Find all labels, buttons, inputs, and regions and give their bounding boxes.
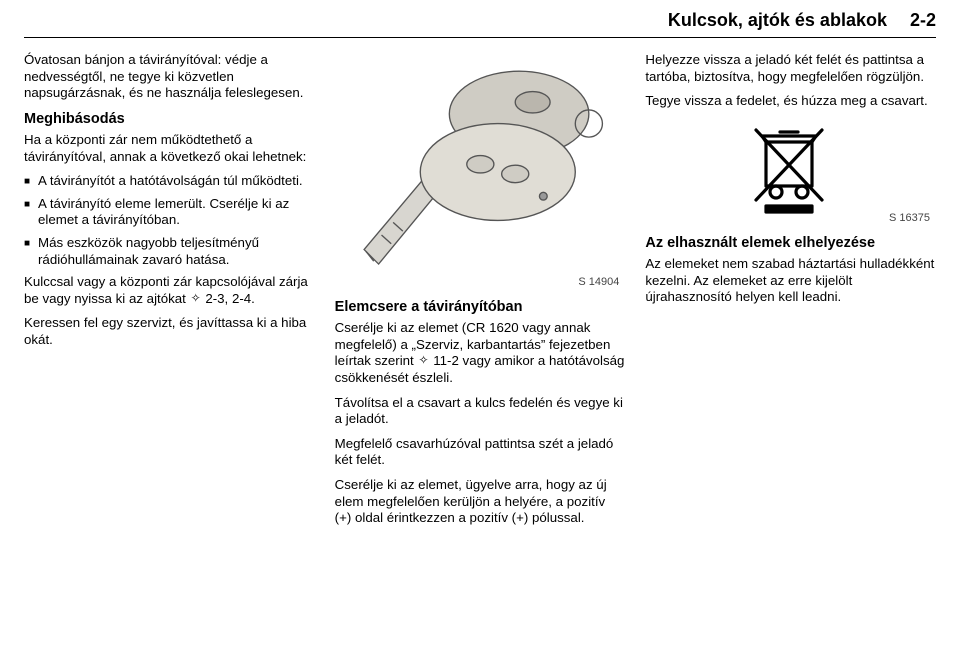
- header-title: Kulcsok, ajtók és ablakok: [668, 10, 887, 30]
- intro-paragraph: Óvatosan bánjon a távirányítóval: védje …: [24, 52, 315, 102]
- list-item: A távirányítót a hatótávolságán túl műkö…: [24, 173, 315, 190]
- paragraph: Tegye vissza a fedelet, és húzza meg a c…: [645, 93, 936, 110]
- service-paragraph: Keressen fel egy szervizt, és javíttassa…: [24, 315, 315, 348]
- list-item: Más eszközök nagyobb teljesítményű rádió…: [24, 235, 315, 268]
- paragraph: Cserélje ki az elemet (CR 1620 vagy anna…: [335, 320, 626, 386]
- key-lock-paragraph: Kulccsal vagy a központi zár kapcsolójáv…: [24, 274, 315, 307]
- paragraph: Az elemeket nem szabad háztartási hullad…: [645, 256, 936, 306]
- illustration-code: S 14904: [578, 276, 619, 290]
- paragraph: Távolítsa el a csavart a kulcs fedelén é…: [335, 395, 626, 428]
- text-span: Kulccsal vagy a központi zár kapcsolójáv…: [24, 274, 308, 306]
- illustration-code: S 16375: [889, 212, 930, 226]
- malfunction-causes-list: A távirányítót a hatótávolságán túl műkö…: [24, 173, 315, 268]
- paragraph: Megfelelő csavarhúzóval pattintsa szét a…: [335, 436, 626, 469]
- page-header: Kulcsok, ajtók és ablakok 2-2: [24, 10, 936, 38]
- content-columns: Óvatosan bánjon a távirányítóval: védje …: [24, 52, 936, 535]
- no-trash-illustration: S 16375: [645, 118, 936, 228]
- cross-ref-icon: ✧: [418, 353, 428, 368]
- malfunction-heading: Meghibásodás: [24, 110, 315, 128]
- battery-replace-heading: Elemcsere a távirányítóban: [335, 298, 626, 316]
- battery-disposal-heading: Az elhasznált elemek elhelyezése: [645, 234, 936, 252]
- malfunction-intro: Ha a központi zár nem működtethető a táv…: [24, 132, 315, 165]
- paragraph: Helyezze vissza a jeladó két felét és pa…: [645, 52, 936, 85]
- text-span: 2-3, 2-4.: [205, 291, 255, 306]
- key-fob-illustration: S 14904: [335, 52, 626, 292]
- cross-ref-icon: ✧: [191, 291, 201, 306]
- column-2: S 14904 Elemcsere a távirányítóban Cseré…: [335, 52, 626, 535]
- column-3: Helyezze vissza a jeladó két felét és pa…: [645, 52, 936, 535]
- column-1: Óvatosan bánjon a távirányítóval: védje …: [24, 52, 315, 535]
- paragraph: Cserélje ki az elemet, ügyelve arra, hog…: [335, 477, 626, 527]
- list-item: A távirányító eleme lemerült. Cserélje k…: [24, 196, 315, 229]
- page-number: 2-2: [910, 10, 936, 30]
